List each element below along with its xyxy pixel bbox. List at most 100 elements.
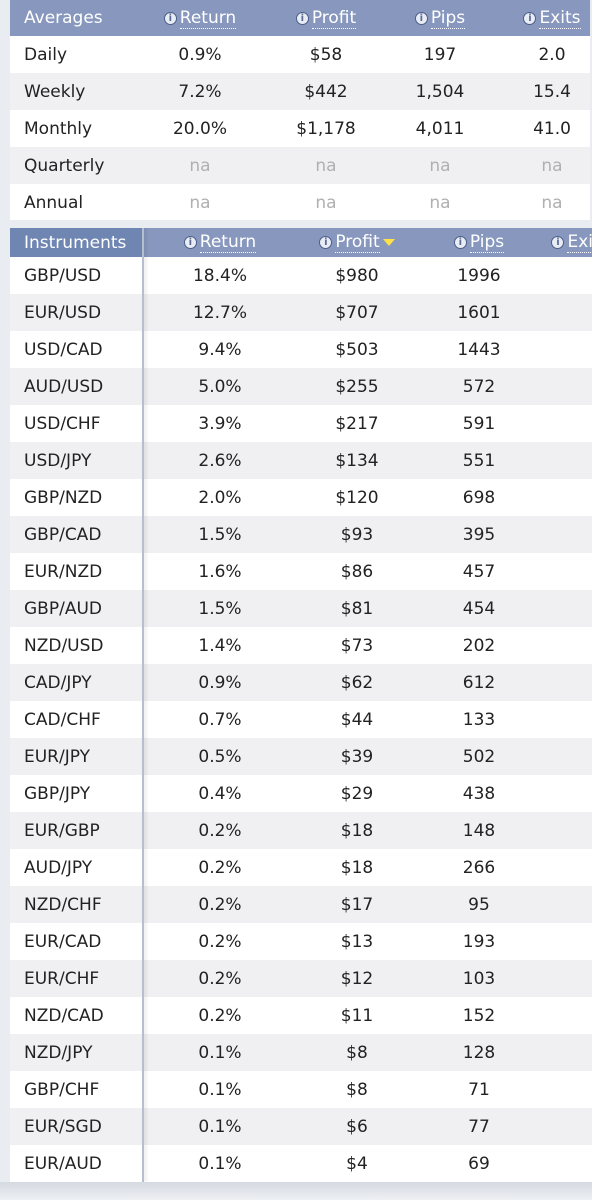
- value-cell: $44: [340, 709, 374, 730]
- column-header[interactable]: i Profit: [271, 0, 381, 36]
- info-icon[interactable]: i: [551, 236, 565, 249]
- table-row: EUR/CAD 0.2% $13 193: [10, 923, 592, 960]
- value-cell: 591: [462, 413, 496, 434]
- header-text[interactable]: Exits: [539, 7, 581, 29]
- value-cell: 502: [462, 746, 496, 767]
- info-icon[interactable]: i: [414, 11, 428, 25]
- value-cell: 18.4%: [192, 265, 247, 286]
- value-cell: 12.7%: [192, 302, 247, 323]
- column-header[interactable]: i Pips: [424, 228, 534, 257]
- value-cell: 454: [462, 598, 496, 619]
- header-text[interactable]: Return: [179, 7, 237, 29]
- row-label: Monthly: [24, 118, 93, 139]
- value-cell: 572: [462, 376, 496, 397]
- value-cell: 1.5%: [198, 598, 242, 619]
- averages-table: Averages i Return i Profit i Pips i Exits Daily 0.…: [10, 0, 590, 220]
- value-cell: $13: [340, 931, 374, 952]
- value-cell: 2.0%: [198, 487, 242, 508]
- column-header[interactable]: i Return: [145, 0, 255, 36]
- info-icon[interactable]: i: [523, 11, 537, 25]
- value-cell: 5.0%: [198, 376, 242, 397]
- value-cell: 438: [462, 783, 496, 804]
- row-label: CAD/JPY: [24, 672, 92, 693]
- table-row: Daily 0.9% $58 197 2.0: [10, 36, 590, 73]
- value-cell: 202: [462, 635, 496, 656]
- header-text[interactable]: Return: [199, 232, 257, 253]
- table-row: GBP/NZD 2.0% $120 698: [10, 479, 592, 516]
- value-cell: 551: [462, 450, 496, 471]
- value-cell: $442: [304, 81, 348, 102]
- value-cell: $6: [346, 1116, 368, 1137]
- value-cell: 95: [468, 894, 490, 915]
- row-label: EUR/NZD: [24, 561, 103, 582]
- column-header[interactable]: i Return: [165, 228, 275, 257]
- value-cell: 1.6%: [198, 561, 242, 582]
- value-cell: 0.2%: [198, 968, 242, 989]
- row-label: GBP/NZD: [24, 487, 103, 508]
- value-cell: 0.2%: [198, 1005, 242, 1026]
- table-row: NZD/CAD 0.2% $11 152: [10, 997, 592, 1034]
- value-cell: 4,011: [415, 118, 465, 139]
- value-cell: 133: [462, 709, 496, 730]
- sort-indicator[interactable]: [382, 239, 395, 246]
- value-cell: 0.9%: [178, 44, 222, 65]
- header-row: InstrumentsiReturniProfitiPipsiExits: [10, 228, 592, 257]
- value-cell: 0.7%: [198, 709, 242, 730]
- table-row: GBP/JPY 0.4% $29 438: [10, 775, 592, 812]
- row-label: Quarterly: [24, 155, 105, 176]
- value-cell: $17: [340, 894, 374, 915]
- column-separator: [142, 228, 144, 1182]
- row-label: GBP/CAD: [24, 524, 102, 545]
- value-cell: $11: [340, 1005, 374, 1026]
- value-cell: 0.2%: [198, 894, 242, 915]
- value-cell: $18: [340, 857, 374, 878]
- table-row: NZD/USD 1.4% $73 202: [10, 627, 592, 664]
- value-cell: $39: [340, 746, 374, 767]
- info-icon[interactable]: i: [295, 11, 309, 25]
- row-label: NZD/CHF: [24, 894, 102, 915]
- value-cell: $29: [340, 783, 374, 804]
- row-label: EUR/SGD: [24, 1116, 102, 1137]
- value-cell: 612: [462, 672, 496, 693]
- table-row: EUR/CHF 0.2% $12 103: [10, 960, 592, 997]
- table-row: Weekly 7.2% $442 1,504 15.4: [10, 73, 590, 110]
- value-cell: 7.2%: [178, 81, 222, 102]
- value-cell: 1,504: [415, 81, 465, 102]
- value-cell: 128: [462, 1042, 496, 1063]
- header-text[interactable]: Profit: [335, 232, 380, 253]
- header-text[interactable]: Exits: [567, 232, 592, 253]
- value-cell: $73: [340, 635, 374, 656]
- value-cell: $62: [340, 672, 374, 693]
- table-row: GBP/AUD 1.5% $81 454: [10, 590, 592, 627]
- row-label: EUR/USD: [24, 302, 102, 323]
- column-header[interactable]: i Pips: [385, 0, 495, 36]
- value-cell: $8: [346, 1079, 368, 1100]
- column-header[interactable]: i Profit: [302, 228, 412, 257]
- value-cell: $980: [335, 265, 379, 286]
- row-label: GBP/AUD: [24, 598, 102, 619]
- header-text[interactable]: Pips: [430, 7, 466, 29]
- table-row: EUR/USD 12.7% $707 1601: [10, 294, 592, 331]
- value-cell: $4: [346, 1153, 368, 1174]
- table-row: USD/CHF 3.9% $217 591: [10, 405, 592, 442]
- value-cell: 698: [462, 487, 496, 508]
- row-label: NZD/JPY: [24, 1042, 93, 1063]
- header-text[interactable]: Pips: [469, 232, 505, 253]
- info-icon[interactable]: i: [453, 236, 467, 249]
- row-label: EUR/JPY: [24, 746, 90, 767]
- header-text[interactable]: Profit: [311, 7, 357, 29]
- value-cell: 266: [462, 857, 496, 878]
- info-icon[interactable]: i: [163, 11, 177, 25]
- row-label: USD/CAD: [24, 339, 103, 360]
- table-row: GBP/USD 18.4% $980 1996: [10, 257, 592, 294]
- value-cell: na: [429, 155, 451, 176]
- info-icon[interactable]: i: [319, 236, 333, 249]
- info-icon[interactable]: i: [183, 236, 197, 249]
- header-text: Instruments: [24, 232, 127, 253]
- value-cell: 193: [462, 931, 496, 952]
- value-cell: 395: [462, 524, 496, 545]
- row-label: GBP/USD: [24, 265, 102, 286]
- row-label: CAD/CHF: [24, 709, 101, 730]
